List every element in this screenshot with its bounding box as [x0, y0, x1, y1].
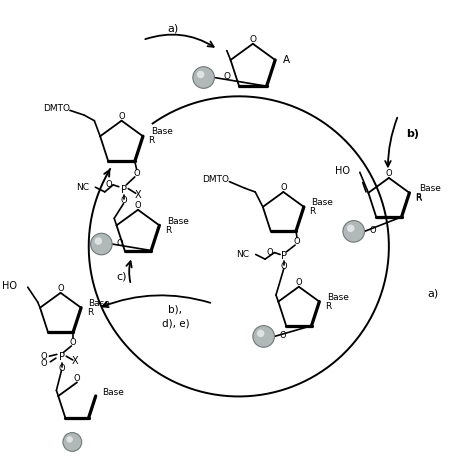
Text: O: O [70, 337, 77, 346]
Text: a): a) [428, 288, 439, 298]
Text: Base: Base [151, 128, 173, 137]
Text: X: X [72, 356, 78, 366]
Text: b),: b), [168, 305, 182, 315]
Circle shape [257, 329, 264, 337]
Text: O: O [117, 238, 124, 247]
Circle shape [91, 233, 112, 255]
Text: O: O [385, 169, 392, 178]
Text: HO: HO [336, 166, 350, 176]
Text: a): a) [167, 23, 179, 33]
Text: O: O [41, 359, 47, 368]
Text: R: R [310, 207, 316, 216]
Text: O: O [58, 364, 65, 373]
Text: HO: HO [2, 281, 18, 291]
Text: DMTO: DMTO [202, 175, 229, 184]
Text: O: O [41, 352, 47, 361]
Text: P: P [281, 251, 287, 261]
Text: P: P [120, 184, 127, 194]
Text: O: O [369, 226, 376, 235]
Text: O: O [118, 112, 125, 121]
Circle shape [95, 237, 102, 245]
Circle shape [253, 326, 274, 347]
Text: O: O [223, 72, 230, 81]
Text: R: R [416, 194, 422, 203]
Circle shape [63, 433, 82, 451]
Text: R: R [415, 193, 421, 202]
Text: P: P [58, 352, 64, 362]
Text: Base: Base [327, 293, 349, 302]
Text: O: O [267, 248, 273, 257]
Text: O: O [280, 183, 287, 192]
Text: d), e): d), e) [162, 319, 189, 329]
Text: X: X [134, 190, 141, 200]
Text: R: R [148, 137, 155, 146]
Text: O: O [135, 201, 141, 210]
Text: O: O [294, 237, 301, 246]
Text: R: R [325, 302, 331, 311]
Circle shape [343, 220, 365, 242]
Text: O: O [133, 169, 140, 178]
Text: O: O [105, 181, 112, 189]
Text: Base: Base [102, 388, 125, 397]
Text: O: O [120, 196, 127, 205]
Circle shape [197, 71, 204, 78]
Text: NC: NC [236, 250, 249, 259]
Text: Base: Base [419, 184, 441, 193]
Text: O: O [295, 278, 302, 287]
Text: O: O [57, 284, 64, 293]
Text: c): c) [116, 272, 127, 282]
Text: Base: Base [167, 217, 189, 226]
Text: O: O [281, 262, 287, 271]
Circle shape [193, 67, 214, 88]
Text: Base: Base [89, 299, 110, 308]
Text: O: O [73, 374, 80, 383]
Circle shape [66, 436, 73, 443]
Text: Base: Base [311, 198, 333, 207]
Circle shape [347, 225, 355, 232]
Text: O: O [249, 35, 256, 44]
Text: b): b) [406, 129, 419, 139]
Text: A: A [283, 55, 291, 65]
Text: R: R [165, 226, 171, 235]
Text: DMTO: DMTO [43, 103, 70, 112]
Text: R: R [87, 308, 93, 317]
Text: NC: NC [76, 182, 89, 191]
Text: O: O [279, 331, 286, 340]
